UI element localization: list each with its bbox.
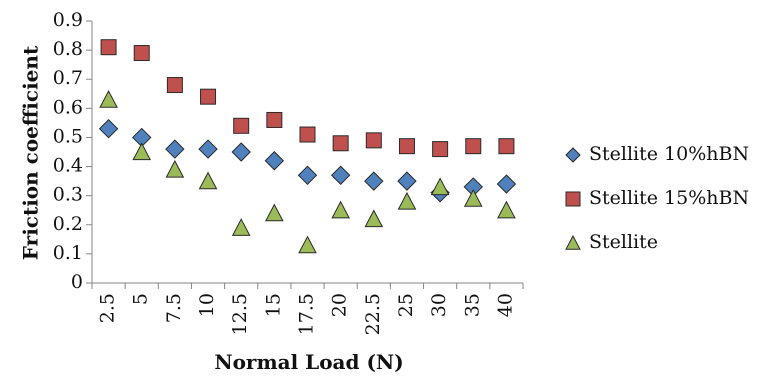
data-point-diamond: [330, 165, 351, 185]
data-point-square: [266, 111, 283, 128]
series-square: [100, 39, 515, 158]
data-point-triangle: [331, 200, 350, 219]
legend-label: Stellite 10%hBN: [589, 143, 749, 165]
data-point-square: [432, 141, 449, 158]
x-tick-label: 40: [494, 293, 516, 317]
y-tick-label: 0.4: [53, 155, 83, 177]
x-tick-label: 35: [461, 293, 483, 317]
data-point-triangle: [231, 218, 251, 236]
legend-marker-square: [565, 191, 581, 207]
y-tick-label: 0: [71, 271, 83, 293]
y-tick-label: 0.9: [53, 9, 83, 31]
data-point-diamond: [397, 171, 417, 191]
data-point-triangle: [463, 189, 483, 207]
data-point-diamond: [496, 174, 517, 194]
data-point-square: [365, 132, 382, 149]
y-tick-label: 0.3: [53, 184, 83, 206]
y-tick-label: 0.6: [53, 96, 83, 118]
y-tick-label: 0.8: [53, 38, 83, 60]
data-point-diamond: [264, 151, 285, 171]
legend-label: Stellite: [589, 231, 658, 253]
y-tick-label: 0.2: [53, 213, 83, 235]
x-tick-label: 20: [329, 293, 351, 317]
x-tick-label: 2.5: [97, 293, 119, 323]
data-point-square: [398, 138, 415, 155]
y-axis-ticks: 0 0.1 0.2 0.3 0.4 0.5 0.6 0.7 0.8 0.9: [53, 9, 92, 293]
x-tick-label: 22.5: [362, 293, 384, 335]
data-point-square: [498, 138, 515, 155]
x-tick-label: 5: [130, 293, 152, 305]
series-diamond: [98, 119, 517, 203]
data-point-square: [166, 77, 183, 94]
data-point-triangle: [132, 142, 152, 161]
x-tick-label: 15: [262, 293, 284, 317]
x-axis-ticks: 2.5 5 7.5 10 12.5 15 17.5 20 22.5 25 30 35 40: [91, 283, 524, 335]
legend-item: Stellite 15%hBN: [565, 187, 749, 209]
data-point-triangle: [364, 209, 384, 228]
y-tick-label: 0.5: [53, 125, 83, 147]
legend-item: Stellite 10%hBN: [565, 143, 749, 165]
legend-label: Stellite 15%hBN: [589, 187, 749, 209]
legend-marker-triangle: [565, 234, 581, 250]
x-tick-label: 25: [395, 293, 417, 317]
data-points: [98, 39, 517, 254]
data-point-triangle: [497, 200, 516, 219]
data-point-triangle: [298, 235, 317, 254]
data-point-square: [299, 126, 316, 143]
x-axis-title: Normal Load (N): [214, 350, 403, 374]
data-point-triangle: [99, 90, 118, 108]
legend-marker-diamond: [565, 147, 581, 163]
data-point-diamond: [165, 139, 185, 159]
y-tick-label: 0.7: [53, 67, 83, 89]
series-triangle: [99, 90, 516, 254]
y-tick-label: 0.1: [53, 242, 83, 264]
data-point-square: [465, 138, 482, 155]
data-point-triangle: [430, 177, 450, 196]
data-point-square: [200, 88, 217, 105]
x-tick-label: 30: [428, 293, 450, 317]
x-tick-label: 7.5: [163, 293, 185, 323]
data-point-diamond: [297, 165, 318, 185]
data-point-square: [133, 45, 150, 62]
x-tick-label: 10: [196, 293, 218, 317]
data-point-square: [233, 117, 250, 134]
data-point-square: [100, 39, 117, 56]
data-point-diamond: [364, 171, 384, 191]
legend-item: Stellite: [565, 231, 658, 253]
y-axis-title: Friction coefficient: [19, 45, 43, 260]
x-tick-label: 12.5: [229, 293, 251, 335]
data-point-triangle: [397, 191, 417, 210]
data-point-square: [332, 135, 349, 152]
data-point-diamond: [98, 119, 119, 139]
data-point-diamond: [231, 142, 251, 162]
data-point-diamond: [198, 139, 218, 159]
data-point-triangle: [265, 203, 284, 222]
data-point-triangle: [165, 159, 185, 178]
data-point-triangle: [198, 171, 218, 190]
x-tick-label: 17.5: [296, 293, 318, 335]
legend: Stellite 10%hBN Stellite 15%hBN Stellite: [565, 143, 749, 253]
